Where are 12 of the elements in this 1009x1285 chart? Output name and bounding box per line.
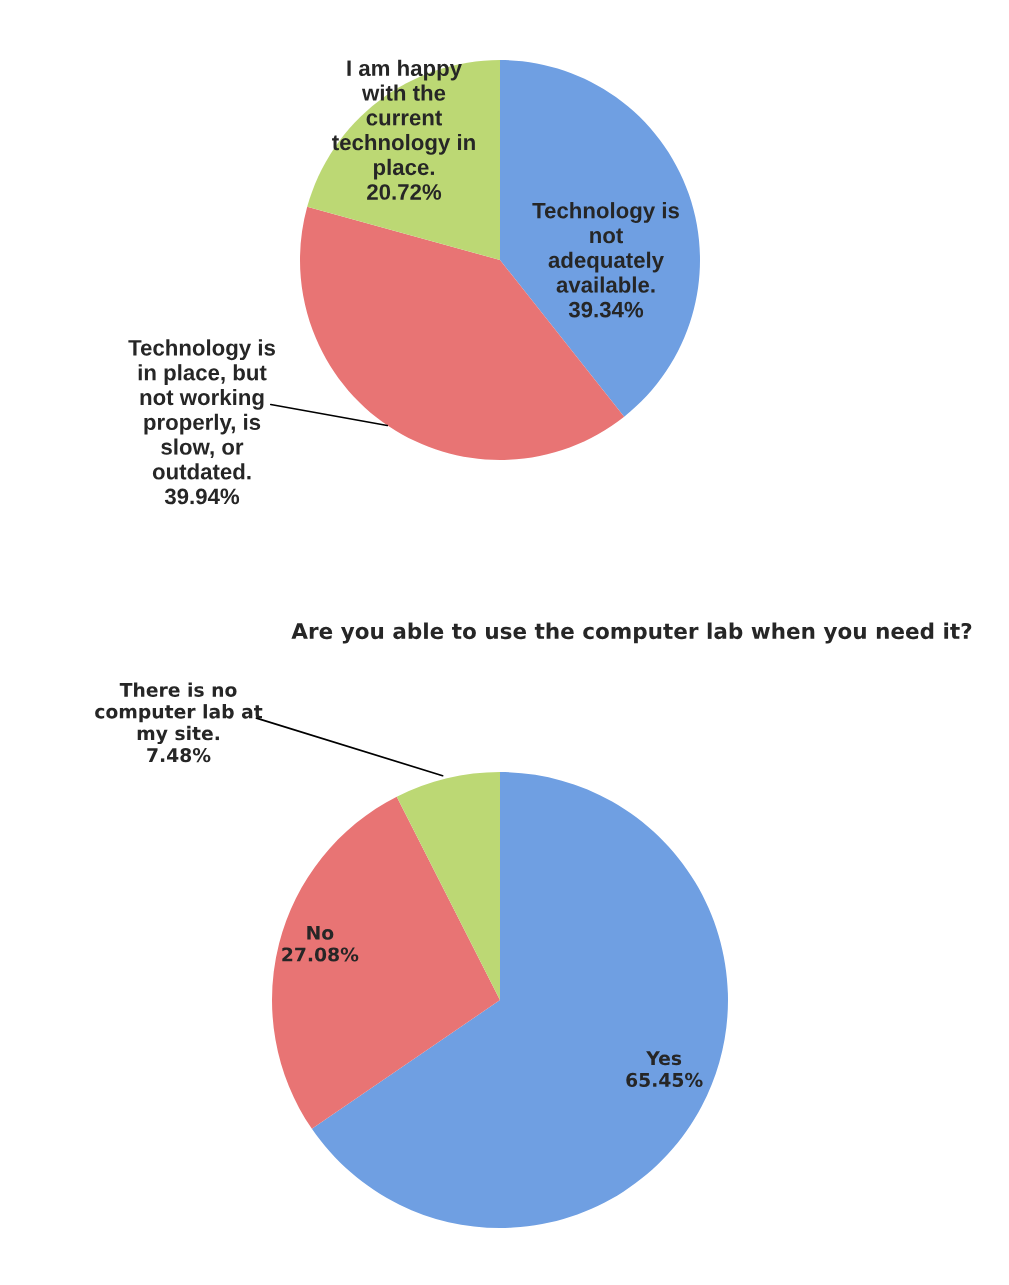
- slice-label: Yes: [646, 1051, 682, 1066]
- slice-label: Technology is in place, but not working properly, is slow, or outdated.: [128, 339, 275, 480]
- data-label: 20.72%: [367, 184, 442, 200]
- data-label: 39.94%: [164, 488, 240, 505]
- data-label: 7.48%: [147, 748, 211, 763]
- data-label: 27.08%: [282, 947, 359, 962]
- data-label: 65.45%: [626, 1072, 703, 1087]
- slice-label: No: [307, 925, 334, 940]
- data-label: 39.34%: [568, 301, 644, 318]
- chart-title: Are you able to use the computer lab when you need it?: [291, 622, 972, 644]
- slice-label: Technology is not adequately available.: [532, 202, 679, 293]
- slice-label: There is no computer lab at my site.: [95, 682, 263, 745]
